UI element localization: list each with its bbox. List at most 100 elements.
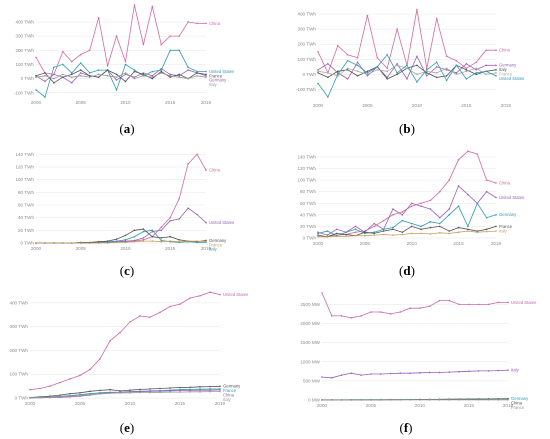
data-point — [317, 232, 319, 235]
data-point — [44, 242, 46, 244]
data-point — [70, 73, 73, 76]
x-tick-label: 2019 — [503, 403, 514, 408]
series-label: Germany — [223, 384, 241, 389]
data-point — [317, 69, 319, 71]
data-point — [435, 72, 438, 74]
data-point — [53, 82, 55, 84]
data-point — [106, 65, 109, 67]
data-point — [124, 73, 127, 76]
data-point — [416, 73, 418, 76]
data-point — [495, 196, 497, 199]
x-tick-label: 2005 — [366, 403, 377, 408]
data-point — [335, 235, 338, 238]
data-point — [70, 60, 73, 63]
data-point — [409, 399, 411, 401]
x-tick-label: 2010 — [415, 403, 426, 408]
series-label: China — [499, 180, 511, 185]
y-tick-label: 400 TWh — [15, 19, 34, 24]
data-point — [317, 70, 319, 73]
x-tick-label: 2005 — [76, 246, 87, 251]
data-point — [196, 240, 198, 242]
data-point — [62, 242, 64, 244]
data-point — [219, 390, 221, 393]
series-label: France — [209, 242, 223, 247]
data-point — [346, 78, 349, 80]
data-point — [350, 399, 353, 401]
data-point — [129, 321, 131, 323]
data-point — [179, 391, 181, 393]
data-point — [317, 231, 319, 234]
series-label: China — [511, 400, 523, 405]
y-tick-label: 200 TWh — [15, 48, 34, 53]
data-point — [448, 214, 450, 216]
y-tick-label: 200 TWh — [297, 42, 316, 47]
panel-label: (d) — [399, 263, 415, 278]
data-point — [142, 43, 145, 46]
series-label: United States — [499, 76, 524, 81]
data-point — [160, 69, 163, 71]
data-point — [507, 301, 509, 304]
y-tick-label: 500 MW — [303, 378, 321, 383]
x-tick-label: 2019 — [501, 103, 512, 108]
data-point — [149, 316, 151, 318]
data-point — [142, 230, 145, 233]
data-point — [35, 89, 37, 91]
data-point — [115, 79, 118, 81]
y-tick-label: 40 TWh — [18, 215, 34, 220]
x-tick-label: 2019 — [201, 246, 212, 251]
data-point — [133, 70, 136, 73]
x-tick-label: 2015 — [461, 103, 472, 108]
y-tick-label: 80 TWh — [300, 189, 316, 194]
data-point — [169, 73, 172, 76]
series-label: France — [209, 73, 223, 78]
data-point — [476, 153, 479, 155]
y-tick-label: 1000 MW — [300, 359, 320, 364]
data-point — [119, 390, 121, 392]
panel-d: 140 TWh 120 TWh 100 TWh 80 TWh 60 TWh 40 TWh 2… — [297, 150, 524, 278]
y-tick-label: 20 TWh — [300, 224, 316, 229]
data-point — [133, 229, 136, 232]
data-point — [142, 237, 145, 239]
data-point — [457, 185, 460, 187]
data-point — [465, 63, 468, 65]
data-point — [169, 387, 171, 389]
data-point — [448, 230, 450, 232]
series-label: France — [499, 72, 513, 77]
data-point — [370, 311, 372, 313]
data-point — [44, 96, 46, 98]
data-point — [62, 73, 64, 76]
data-point — [129, 389, 131, 391]
data-point — [467, 225, 469, 228]
data-point — [455, 72, 458, 74]
data-point — [129, 391, 131, 394]
series-line — [29, 389, 221, 399]
data-point — [340, 374, 343, 376]
x-tick-label: 2005 — [362, 103, 373, 108]
data-point — [445, 79, 448, 82]
data-point — [169, 216, 172, 219]
data-point — [151, 76, 154, 78]
data-point — [169, 305, 171, 308]
data-point — [477, 370, 480, 372]
data-point — [159, 387, 161, 390]
series-line — [36, 153, 207, 244]
data-point — [485, 49, 487, 52]
data-point — [79, 394, 81, 397]
data-point — [178, 74, 180, 77]
data-point — [189, 297, 191, 299]
data-point — [356, 56, 359, 59]
data-point — [477, 399, 480, 401]
data-point — [370, 373, 372, 375]
series-line — [318, 230, 497, 238]
data-point — [169, 74, 172, 77]
data-point — [88, 74, 91, 77]
data-point — [420, 228, 422, 231]
data-point — [53, 66, 55, 69]
data-point — [458, 370, 460, 373]
series-line — [321, 292, 508, 319]
y-tick-label: 200 TWh — [9, 348, 28, 353]
data-point — [62, 50, 64, 53]
data-point — [321, 376, 323, 378]
data-point — [159, 391, 161, 394]
data-point — [410, 205, 413, 207]
